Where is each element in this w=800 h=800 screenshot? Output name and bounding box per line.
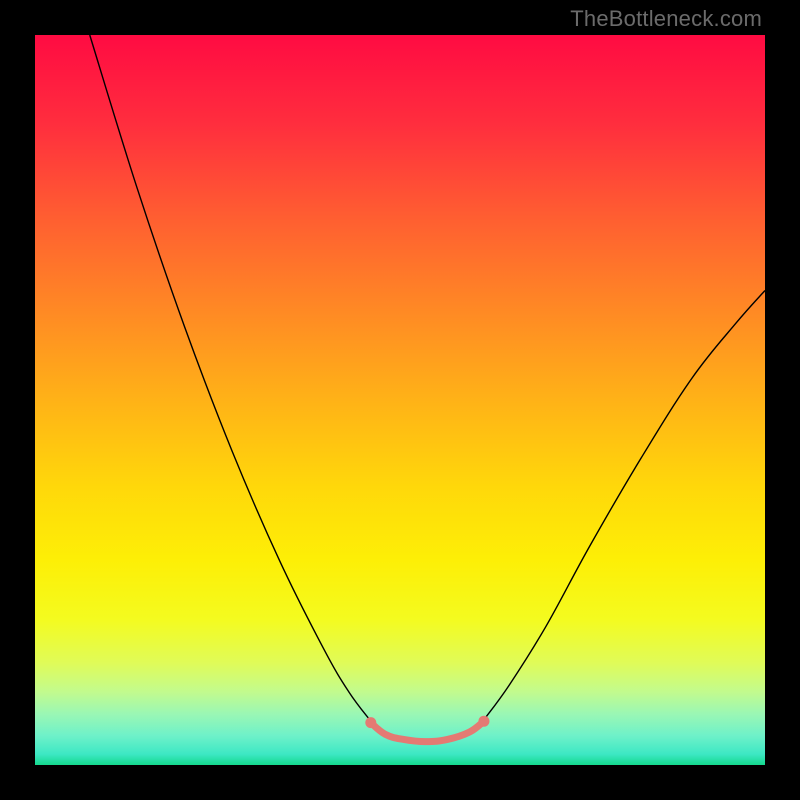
right-branch: [484, 291, 765, 720]
bottom-cap-left: [365, 717, 376, 728]
watermark-text: TheBottleneck.com: [570, 6, 762, 32]
left-branch: [90, 35, 371, 721]
curve-layer: [35, 35, 765, 765]
bottom-segment: [371, 721, 484, 741]
bottom-cap-right: [478, 716, 489, 727]
chart-frame: TheBottleneck.com: [0, 0, 800, 800]
plot-area: [35, 35, 765, 765]
